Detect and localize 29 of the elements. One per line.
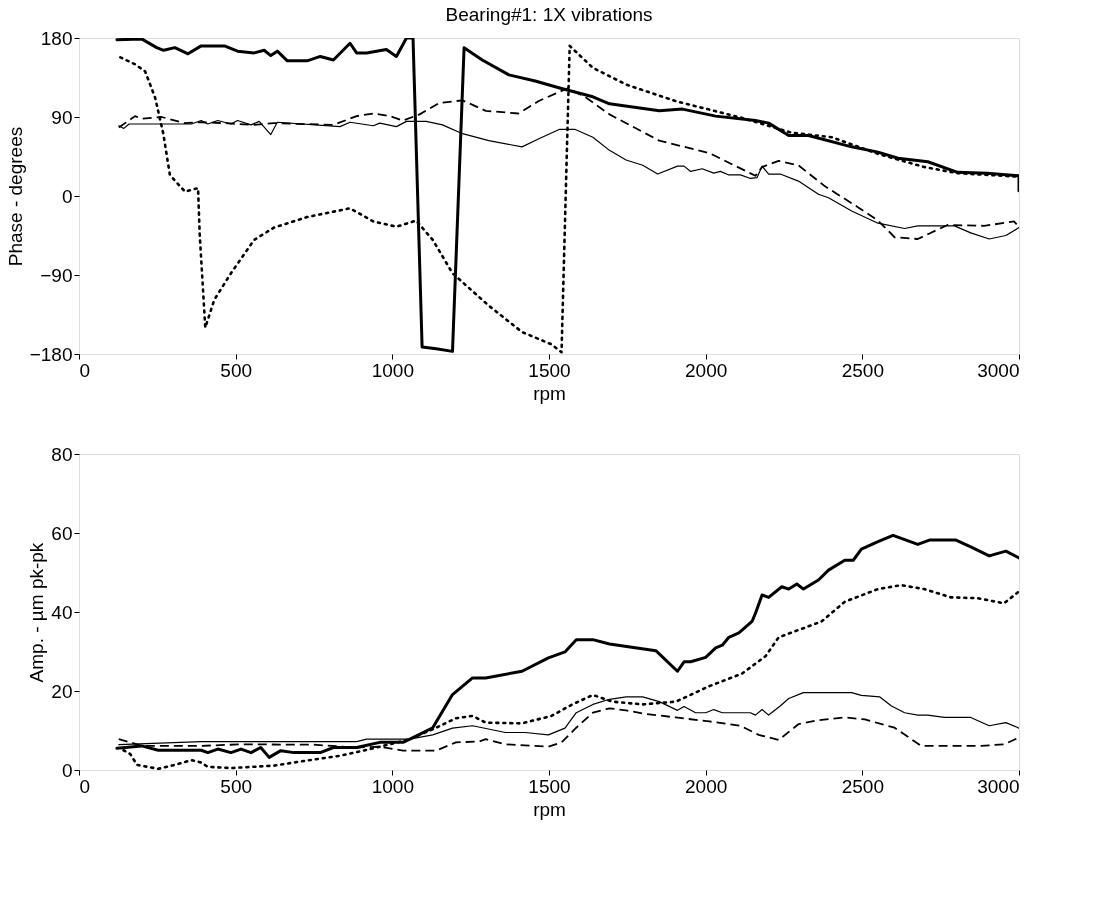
x-tick-label: 2500 xyxy=(841,359,884,381)
y-tick-label: 20 xyxy=(51,680,73,702)
y-axis-title: Amp. - µm pk-pk xyxy=(26,542,48,683)
x-tick-label: 1500 xyxy=(528,359,571,381)
x-tick-label: 2000 xyxy=(685,775,728,797)
y-tick-label: 60 xyxy=(51,522,73,544)
x-tick-label: 1500 xyxy=(528,775,571,797)
x-tick-label: 1000 xyxy=(371,775,414,797)
y-tick-label: 80 xyxy=(51,443,73,465)
x-tick-label: 0 xyxy=(79,775,91,797)
y-tick-label: 40 xyxy=(51,601,73,623)
x-tick-label: 500 xyxy=(220,775,253,797)
y-tick-label: 0 xyxy=(61,759,73,781)
x-tick-label: 2500 xyxy=(841,775,884,797)
y-axis-title: Phase - degrees xyxy=(4,126,26,267)
x-tick-label: 3000 xyxy=(977,359,1020,381)
y-tick-label: 180 xyxy=(40,27,73,49)
y-tick-label: −90 xyxy=(40,264,73,286)
x-tick-label: 2000 xyxy=(685,359,728,381)
y-tick-label: −180 xyxy=(29,343,73,365)
x-axis-title: rpm xyxy=(533,798,566,820)
y-tick-label: 0 xyxy=(61,185,73,207)
x-tick-label: 500 xyxy=(220,359,253,381)
x-axis-title: rpm xyxy=(533,382,566,404)
x-tick-label: 0 xyxy=(79,359,91,381)
y-tick-label: 90 xyxy=(51,106,73,128)
chart-title: Bearing#1: 1X vibrations xyxy=(445,4,653,25)
x-tick-label: 1000 xyxy=(371,359,414,381)
x-tick-label: 3000 xyxy=(977,775,1020,797)
